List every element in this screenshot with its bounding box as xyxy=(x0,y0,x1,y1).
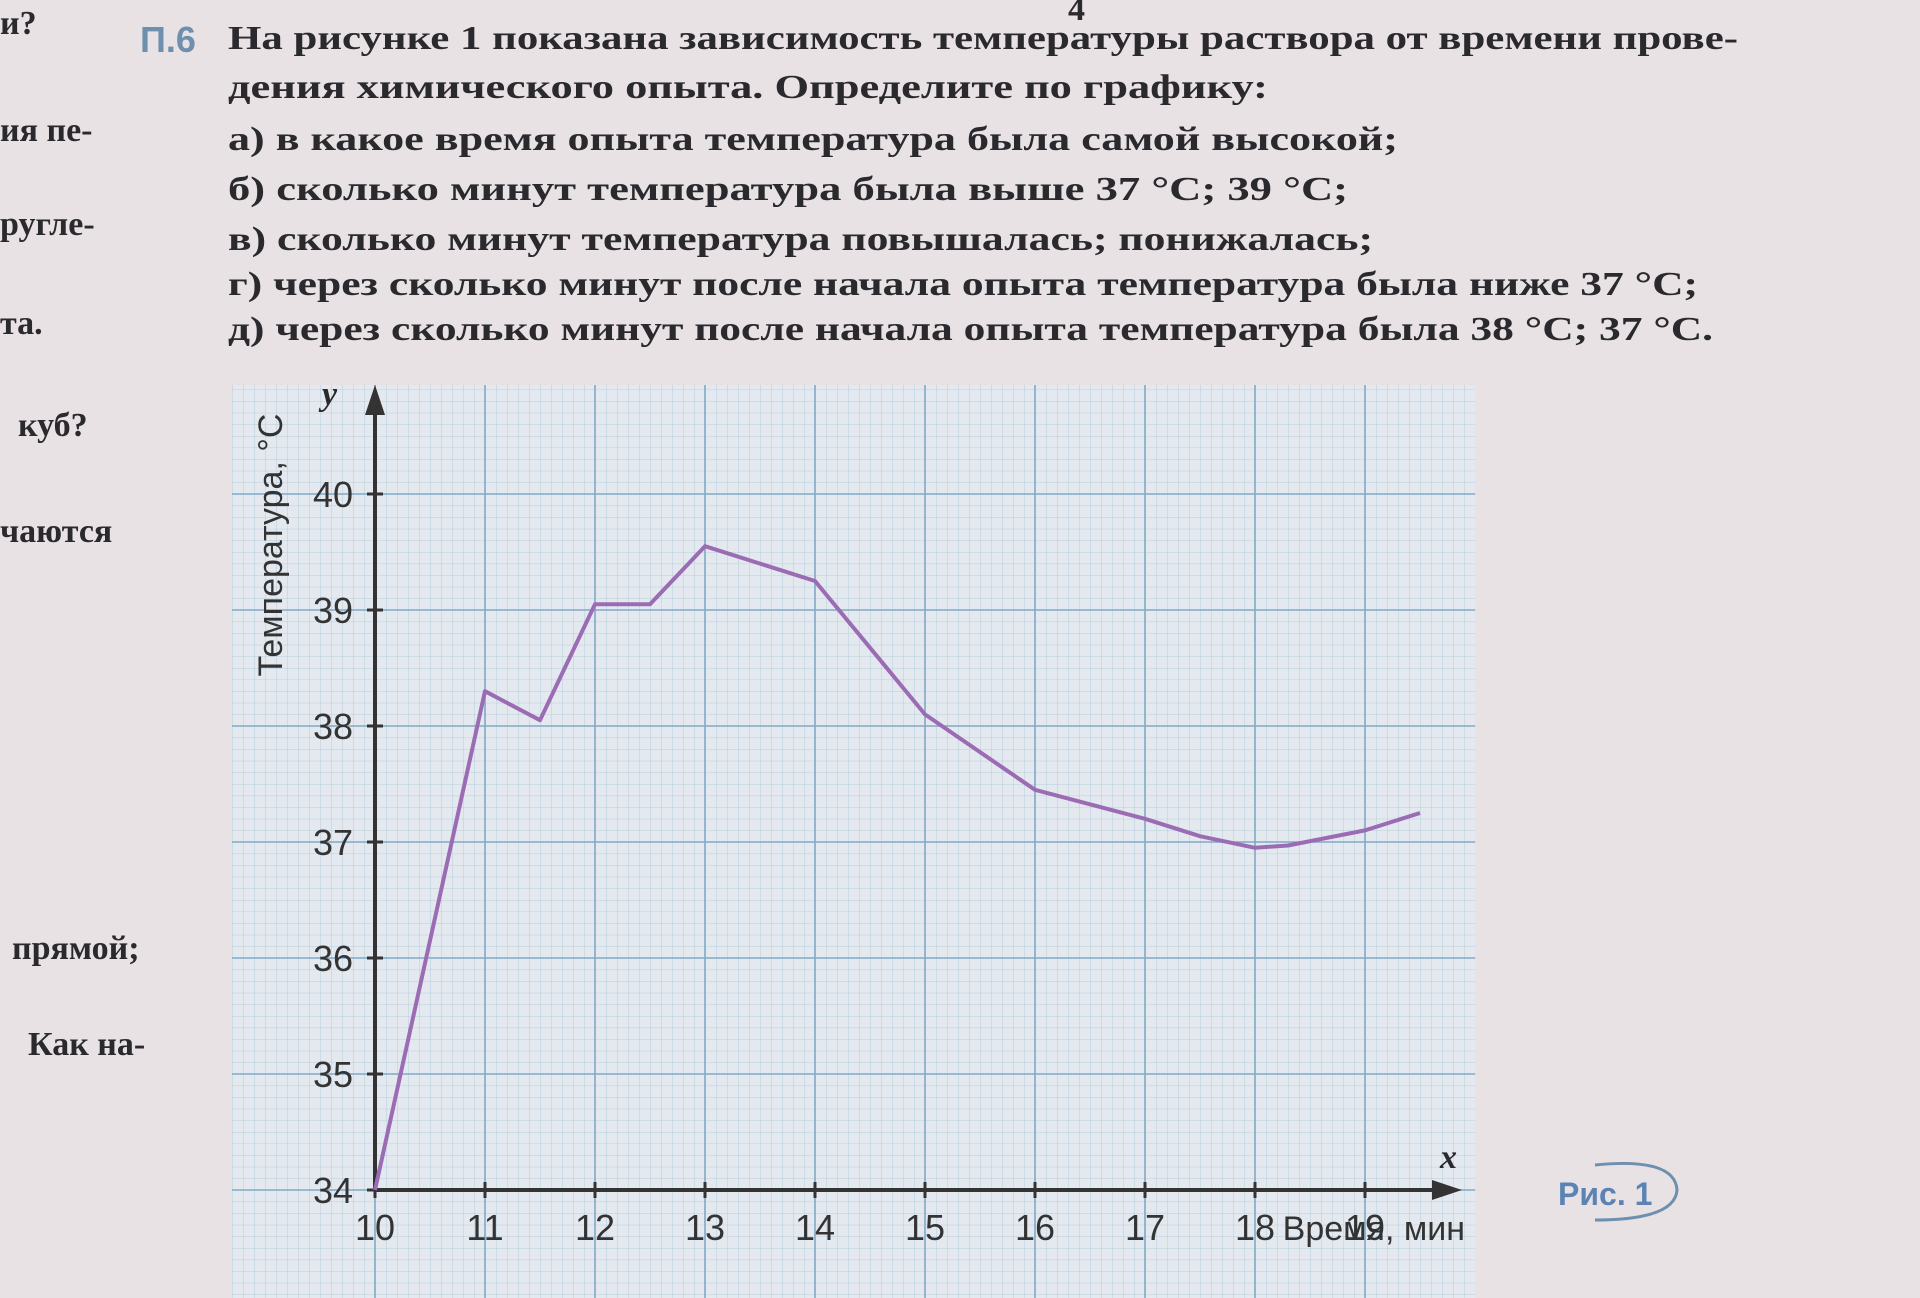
x-tick-label: 13 xyxy=(685,1207,725,1248)
margin-text: та. xyxy=(0,305,43,342)
x-tick-label: 12 xyxy=(575,1207,615,1248)
margin-text: и? xyxy=(0,5,37,42)
problem-number: П.6 xyxy=(140,19,196,60)
margin-text: чаются xyxy=(0,513,112,550)
y-tick-label: 37 xyxy=(313,822,353,863)
caption-bracket xyxy=(1594,1161,1679,1222)
problem-line: в) сколько минут температура повышалась;… xyxy=(228,221,1373,258)
y-tick-label: 40 xyxy=(313,474,353,515)
x-tick-label: 17 xyxy=(1125,1207,1165,1248)
y-axis-arrow xyxy=(365,385,385,415)
x-axis-label: Время, мин xyxy=(1283,1210,1465,1248)
problem-line: д) через сколько минут после начала опыт… xyxy=(228,311,1713,348)
problem-line: б) сколько минут температура была выше 3… xyxy=(228,171,1348,208)
margin-text: Как на- xyxy=(28,1026,145,1063)
problem-line: дения химического опыта. Определите по г… xyxy=(228,69,1268,106)
y-tick-label: 36 xyxy=(313,938,353,979)
data-line xyxy=(373,544,1421,1191)
x-tick-label: 16 xyxy=(1015,1207,1055,1248)
chart: 34 35 36 37 38 39 40 10 11 12 13 14 15 16 17 18 19 Темпер… xyxy=(232,376,1475,1298)
x-tick-label: 11 xyxy=(466,1207,503,1248)
x-tick-label: 14 xyxy=(795,1207,835,1248)
y-axis-letter: y xyxy=(318,376,338,413)
x-tick-label: 19 xyxy=(1345,1207,1385,1248)
x-axis-arrow xyxy=(1432,1180,1462,1200)
x-axis-letter: x xyxy=(1439,1139,1457,1176)
y-tick-label: 35 xyxy=(313,1054,353,1095)
margin-text: ия пе- xyxy=(0,112,93,149)
y-axis-label: Температура, °C xyxy=(252,414,290,677)
y-tick-label: 39 xyxy=(313,590,353,631)
problem-line: г) через сколько минут после начала опыт… xyxy=(228,266,1698,303)
margin-text: ругле- xyxy=(0,206,95,243)
problem-line: а) в какое время опыта температура была … xyxy=(228,121,1398,158)
caption: Рис. 1 xyxy=(1558,1176,1652,1212)
y-tick-label: 34 xyxy=(313,1170,353,1211)
x-tick-label: 18 xyxy=(1235,1207,1275,1248)
x-tick-label: 10 xyxy=(355,1207,395,1248)
problem-line: На рисунке 1 показана зависимость темпер… xyxy=(228,20,1738,57)
x-tick-label: 15 xyxy=(905,1207,945,1248)
y-tick-label: 38 xyxy=(313,706,353,747)
margin-text: прямой; xyxy=(12,930,140,967)
page-number: 4 xyxy=(1068,0,1085,28)
margin-text: куб? xyxy=(18,407,88,444)
